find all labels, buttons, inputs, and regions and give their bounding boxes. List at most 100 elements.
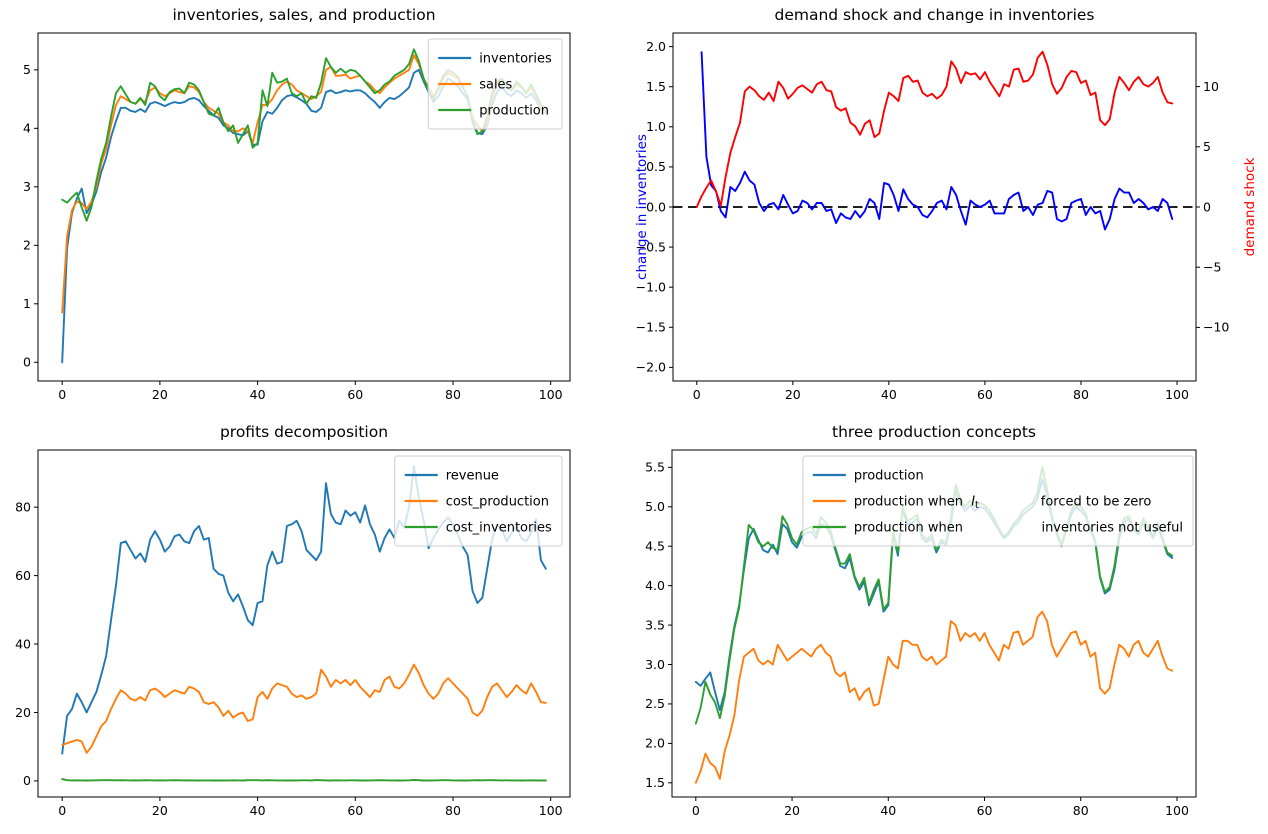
x-tick-label: 80 (445, 803, 461, 818)
y-tick-label: −2.0 (636, 360, 666, 375)
legend-frame (802, 455, 1194, 547)
y-tick-label: 2.5 (645, 696, 665, 711)
x-tick-label: 60 (347, 387, 363, 402)
legend-label: sales (479, 78, 512, 93)
y-tick-label: −1.0 (636, 279, 666, 294)
legend-label: production (854, 469, 924, 484)
x-tick-label: 0 (692, 803, 700, 818)
legend: inventories sales production (427, 38, 563, 130)
legend-label: production (479, 104, 549, 119)
x-tick-label: 40 (250, 803, 266, 818)
legend-label: production when It forced to be zero (854, 495, 1151, 512)
y-tick-label: 3.5 (645, 617, 665, 632)
y-tick-label: 5.0 (645, 499, 665, 514)
series-line-cost_inventories (61, 778, 547, 782)
y-tick-label: −1.5 (636, 320, 666, 335)
y2-tick-label: −10 (1203, 320, 1229, 335)
y-tick-label: 1.0 (646, 119, 666, 134)
x-tick-label: 40 (880, 803, 896, 818)
y-tick-label: 1.5 (645, 775, 665, 790)
y-tick-label: 4.0 (645, 578, 665, 593)
x-tick-label: 20 (784, 803, 800, 818)
y-tick-label: 4 (23, 121, 31, 136)
y-tick-label: 60 (15, 568, 31, 583)
chart-inventories-sales-production: inventories, sales, and production 0 20 40… (0, 0, 634, 417)
y-tick-label: −0.5 (636, 239, 666, 254)
x-tick-label: 0 (58, 803, 66, 818)
chart-canvas-inventories-sales-production: 0 20 40 60 80 100 0 1 2 3 4 5 inventories sales produc… (23, 32, 571, 402)
x-tick-label: 60 (977, 803, 993, 818)
axes-frame (37, 449, 571, 798)
x-tick-label: 20 (152, 803, 168, 818)
y-axis-label-left: change in inventories (634, 134, 650, 280)
chart-three-production-concepts: three production concepts 0 20 40 60 80 100 1.… (634, 417, 1268, 834)
y-tick-label: 5 (23, 62, 31, 77)
y2-tick-label: 0 (1203, 199, 1211, 214)
chart-title: three production concepts (832, 423, 1036, 441)
y-tick-label: 2.0 (645, 736, 665, 751)
x-tick-label: 80 (445, 387, 461, 402)
series-line-change-in-inventories (700, 51, 1174, 231)
chart-canvas-three-production-concepts: 0 20 40 60 80 100 1.5 2.0 2.5 3.0 3.5 4.0 4.5 5.0 5.5 p… (645, 449, 1197, 818)
y-tick-label: 40 (15, 636, 31, 651)
axes-frame (37, 32, 571, 382)
y-tick-label: 0.0 (646, 199, 666, 214)
x-tick-label: 100 (1165, 387, 1189, 402)
chart-title: profits decomposition (219, 423, 389, 441)
y-tick-label: 4.5 (645, 539, 665, 554)
svg-text:demand shock: demand shock (1242, 157, 1258, 256)
x-tick-label: 20 (785, 387, 801, 402)
legend: production production when It forced to b… (802, 455, 1194, 547)
y2-tick-label: 10 (1203, 79, 1219, 94)
svg-text:change in inventories: change in inventories (634, 134, 650, 280)
series-line-revenue (61, 465, 547, 755)
axes-frame (671, 449, 1197, 798)
y-axis-label-right: demand shock (1242, 157, 1258, 256)
series-line-demand-shock (695, 50, 1174, 208)
y-tick-label: 80 (15, 499, 31, 514)
x-tick-label: 80 (1073, 387, 1089, 402)
x-tick-label: 80 (1073, 803, 1089, 818)
legend-label: production when inventories not useful (854, 521, 1183, 536)
chart-canvas-demand-shock-change-inventories: 0 20 40 60 80 100−2.0−1.5−1.0−0.50.00.51.01.5… (634, 32, 1258, 402)
chart-title: demand shock and change in inventories (774, 6, 1095, 24)
x-tick-label: 40 (250, 387, 266, 402)
legend-frame (394, 455, 563, 547)
x-tick-label: 60 (977, 387, 993, 402)
y-tick-label: 2.0 (646, 39, 666, 54)
x-tick-label: 0 (58, 387, 66, 402)
y-tick-label: 20 (15, 705, 31, 720)
y2-tick-label: −5 (1203, 260, 1221, 275)
x-tick-label: 20 (152, 387, 168, 402)
x-tick-label: 100 (539, 387, 563, 402)
legend-label: cost_inventories (446, 521, 552, 536)
legend-label: revenue (446, 469, 499, 484)
y-tick-label: 1 (23, 296, 31, 311)
series-line-production-when-$I_t$ (694, 610, 1174, 784)
x-tick-label: 40 (881, 387, 897, 402)
chart-demand-shock-change-inventories: demand shock and change in inventories 0… (634, 0, 1268, 417)
y-tick-label: 3.0 (645, 657, 665, 672)
y-tick-label: 5.5 (645, 460, 665, 475)
x-tick-label: 0 (693, 387, 701, 402)
y2-tick-label: 5 (1203, 139, 1211, 154)
y-tick-label: 2 (23, 238, 31, 253)
x-tick-label: 100 (539, 803, 563, 818)
legend-label: cost_production (446, 495, 549, 510)
legend-frame (427, 38, 563, 130)
axes-frame (672, 32, 1197, 382)
legend-label: inventories (479, 52, 552, 67)
x-tick-label: 60 (347, 803, 363, 818)
y-tick-label: 0 (23, 355, 31, 370)
y-tick-label: 1.5 (646, 79, 666, 94)
chart-profits-decomposition: profits decomposition 0 20 40 60 80 100 0 20 40 6… (0, 417, 634, 834)
y-tick-label: 3 (23, 179, 31, 194)
chart-title: inventories, sales, and production (172, 6, 436, 24)
x-tick-label: 100 (1165, 803, 1189, 818)
y-tick-label: 0.5 (646, 159, 666, 174)
legend: revenue cost_production cost_inventories (394, 455, 563, 547)
series-line-cost_production (61, 663, 547, 754)
chart-canvas-profits-decomposition: 0 20 40 60 80 100 0 20 40 60 80 revenue cost_product… (15, 449, 571, 818)
y-tick-label: 0 (23, 773, 31, 788)
